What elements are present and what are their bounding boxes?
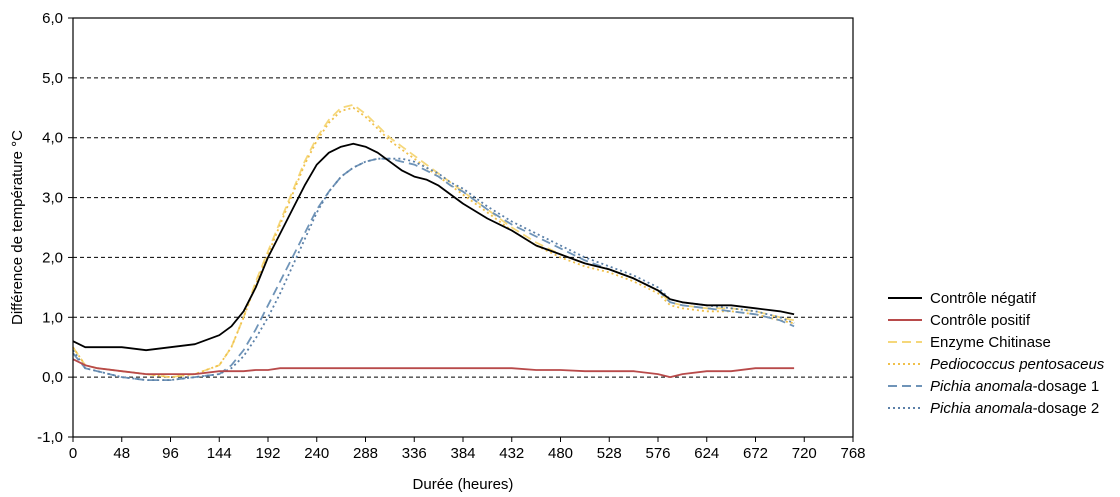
x-tick-label: 288 [353,445,378,462]
x-tick-label: 768 [840,445,865,462]
x-tick-label: 576 [645,445,670,462]
x-tick-label: 624 [694,445,719,462]
y-axis: -1,0 0,0 1,0 2,0 3,0 4,0 5,0 6,0 [37,10,73,446]
x-tick-label: 720 [792,445,817,462]
x-tick-label: 96 [162,445,179,462]
y-tick-label: 2,0 [42,249,63,266]
series-line [72,106,795,379]
legend-label: Pediococcus pentosaceus [930,356,1105,373]
y-tick-label: 3,0 [42,190,63,207]
y-tick-label: -1,0 [37,429,63,446]
gridlines [73,77,853,378]
y-tick-label: 4,0 [42,130,63,147]
x-tick-label: 336 [402,445,427,462]
x-tick-label: 240 [304,445,329,462]
x-tick-label: 192 [255,445,280,462]
x-tick-label: 432 [499,445,524,462]
legend-label: Enzyme Chitinase [930,334,1051,351]
y-axis-title: Différence de température °C [9,130,26,325]
legend: Contrôle négatif Contrôle positif Enzyme C… [888,290,1105,417]
x-tick-label: 672 [743,445,768,462]
x-tick-label: 144 [207,445,232,462]
x-tick-label: 384 [450,445,475,462]
y-tick-label: 5,0 [42,70,63,87]
legend-label: Contrôle négatif [930,290,1037,307]
series-lines [72,103,795,382]
y-tick-label: 0,0 [42,369,63,386]
x-axis: 0 48 96 144 192 240 288 336 384 432 480 528 576 624 67… [69,437,866,462]
series-line [72,358,795,379]
y-tick-label: 6,0 [42,10,63,27]
x-axis-title: Durée (heures) [413,476,514,493]
series-line [72,157,795,382]
series-line [72,142,795,352]
x-tick-label: 48 [113,445,130,462]
series-line [72,103,795,379]
legend-label: Pichia anomala-dosage 2 [930,400,1099,417]
legend-label: Contrôle positif [930,312,1031,329]
y-tick-label: 1,0 [42,309,63,326]
series-line [72,157,795,382]
x-tick-label: 528 [597,445,622,462]
x-tick-label: 0 [69,445,77,462]
legend-label: Pichia anomala-dosage 1 [930,378,1099,395]
x-tick-label: 480 [548,445,573,462]
